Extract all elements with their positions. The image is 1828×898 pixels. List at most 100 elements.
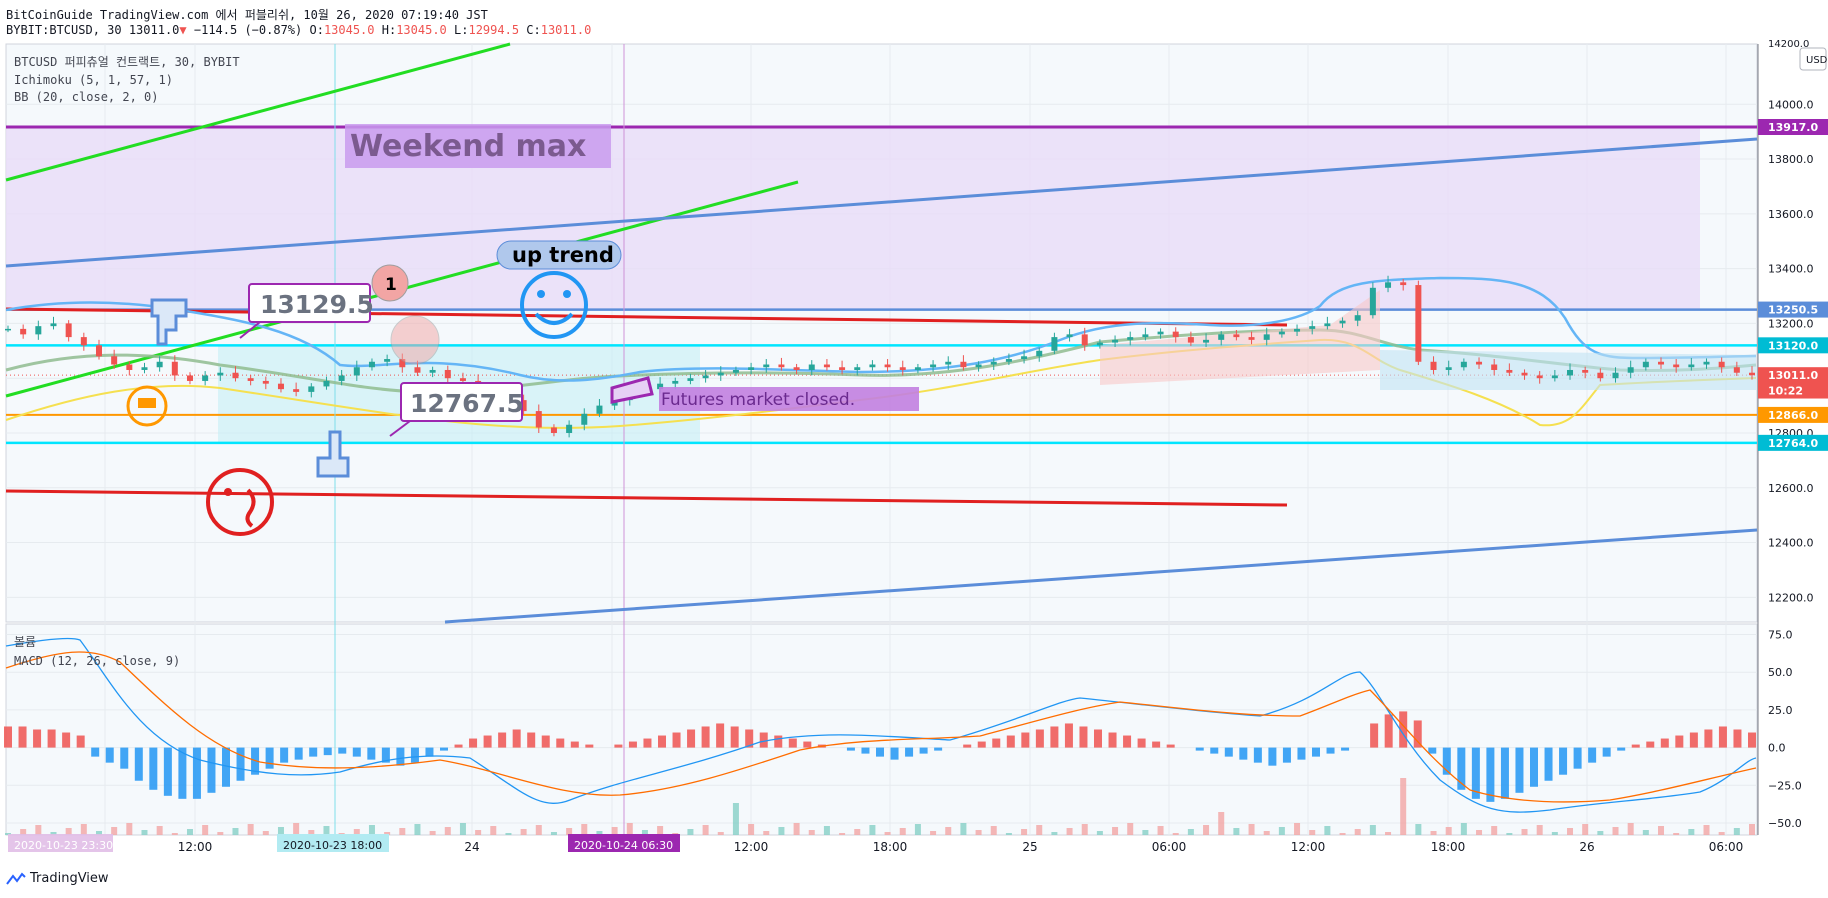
volume-bar bbox=[444, 827, 451, 835]
macd-histogram-bar bbox=[1268, 747, 1277, 766]
currency-badge bbox=[1799, 47, 1827, 71]
volume-bar bbox=[156, 826, 163, 835]
macd-histogram-bar bbox=[483, 735, 492, 748]
volume-bar bbox=[475, 830, 482, 835]
macd-histogram-bar bbox=[469, 738, 478, 748]
macd-histogram-bar bbox=[963, 744, 972, 748]
macd-histogram-bar bbox=[91, 747, 100, 757]
candle-body bbox=[1066, 334, 1073, 338]
price-change: −114.5 (−0.87%) bbox=[193, 23, 303, 37]
volume-bar bbox=[930, 831, 937, 835]
legend-macd: MACD (12, 26, close, 9) bbox=[14, 654, 180, 668]
macd-histogram-bar bbox=[498, 732, 507, 748]
candle-body bbox=[1263, 334, 1270, 340]
macd-histogram-bar bbox=[934, 747, 943, 751]
low-label: L: bbox=[454, 23, 469, 37]
legend-bb: BB (20, close, 2, 0) bbox=[14, 90, 159, 104]
tradingview-footer[interactable]: TradingView bbox=[6, 871, 109, 886]
futures-closed-label: Futures market closed. bbox=[661, 390, 855, 410]
macd-histogram-bar bbox=[1021, 732, 1030, 748]
price-level-badge bbox=[1758, 406, 1828, 423]
legend-volume: 볼륨 bbox=[14, 635, 36, 649]
candle-body bbox=[657, 383, 664, 390]
hand-pointer-icon bbox=[150, 298, 188, 346]
price-level-label: 12866.0 bbox=[1768, 409, 1818, 422]
marker-circle bbox=[390, 315, 440, 365]
candle-body bbox=[1081, 334, 1088, 346]
macd-histogram-bar bbox=[105, 747, 114, 763]
weekend-range-box bbox=[6, 127, 1700, 310]
volume-bar bbox=[35, 825, 42, 835]
volume-bar bbox=[1703, 825, 1710, 835]
volume-bar bbox=[611, 827, 618, 835]
macd-histogram-bar bbox=[236, 747, 245, 781]
macd-histogram-bar bbox=[309, 747, 318, 757]
price-tick-label: 14200.0 bbox=[1768, 39, 1809, 50]
macd-histogram-bar bbox=[1689, 732, 1698, 748]
open-label: O: bbox=[309, 23, 324, 37]
macd-tick-label: −50.0 bbox=[1768, 817, 1802, 830]
candle-body bbox=[1369, 287, 1376, 316]
volume-bar bbox=[1218, 812, 1225, 835]
candle-body bbox=[672, 380, 679, 384]
time-marker-1 bbox=[277, 834, 389, 852]
macd-histogram-bar bbox=[1457, 747, 1466, 790]
volume-bar bbox=[308, 830, 315, 835]
candle-body bbox=[884, 364, 891, 368]
candle-body bbox=[1506, 369, 1513, 373]
macd-histogram-bar bbox=[1035, 729, 1044, 748]
up-trend-label: up trend bbox=[512, 243, 614, 267]
candle-body bbox=[566, 424, 573, 433]
macd-tick-label: 25.0 bbox=[1768, 704, 1793, 717]
volume-bar bbox=[1096, 831, 1103, 835]
candle-body bbox=[914, 367, 921, 370]
callout-12767-pointer bbox=[389, 420, 411, 437]
macd-histogram-bar bbox=[1326, 747, 1335, 754]
candle-body bbox=[778, 364, 785, 368]
price-tick-label: 12400.0 bbox=[1768, 537, 1814, 550]
price-level-label: 12764.0 bbox=[1768, 437, 1818, 450]
candle-body bbox=[763, 364, 770, 368]
candle-body bbox=[232, 372, 239, 379]
macd-histogram-bar bbox=[1224, 747, 1233, 757]
volume-bar bbox=[384, 832, 391, 835]
macd-tick-label: −25.0 bbox=[1768, 779, 1802, 792]
macd-histogram-bar bbox=[687, 729, 696, 748]
macd-histogram-bar bbox=[367, 747, 376, 760]
macd-histogram-bar bbox=[1530, 747, 1538, 787]
price-level-label: 13011.0 bbox=[1768, 369, 1818, 382]
candle-body bbox=[1187, 337, 1194, 343]
volume-bar bbox=[1749, 824, 1755, 835]
macd-histogram-bar bbox=[18, 726, 27, 748]
volume-bar bbox=[1445, 827, 1452, 835]
macd-histogram-bar bbox=[1370, 723, 1379, 748]
volume-bar bbox=[1324, 826, 1331, 835]
volume-bar bbox=[1187, 829, 1194, 835]
candle-body bbox=[338, 375, 345, 381]
volume-bar bbox=[945, 827, 952, 835]
candle-body bbox=[1096, 342, 1103, 346]
macd-pane bbox=[5, 623, 1758, 836]
open-value: 13045.0 bbox=[323, 23, 375, 37]
candle-body bbox=[1430, 361, 1437, 370]
volume-bar bbox=[1036, 825, 1043, 835]
price-tick-label: 14000.0 bbox=[1768, 98, 1814, 111]
macd-signal-line bbox=[5, 651, 1757, 803]
volume-bar bbox=[641, 830, 648, 835]
price-level-badge bbox=[1758, 367, 1828, 384]
macd-histogram-bar bbox=[1050, 726, 1059, 748]
macd-histogram-bar bbox=[570, 741, 579, 748]
volume-bar bbox=[20, 829, 27, 835]
candle-body bbox=[1688, 364, 1695, 368]
candle-body bbox=[1339, 320, 1346, 324]
macd-histogram-bar bbox=[1515, 747, 1524, 793]
volume-bar bbox=[1733, 828, 1740, 835]
candle-body bbox=[1157, 331, 1164, 335]
candle-body bbox=[399, 359, 406, 368]
macd-histogram-bar bbox=[1108, 732, 1117, 748]
candle-body bbox=[1733, 367, 1740, 373]
macd-histogram-bar bbox=[541, 735, 550, 748]
volume-bar bbox=[1081, 824, 1088, 835]
macd-histogram-bar bbox=[1152, 741, 1161, 748]
